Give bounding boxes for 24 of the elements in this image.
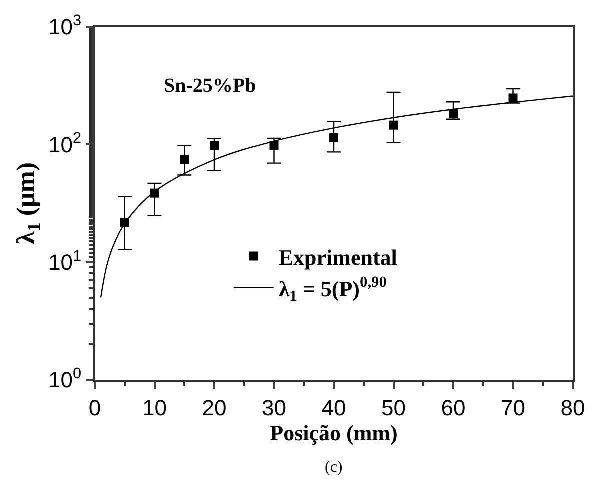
point <box>389 120 398 130</box>
x-tick-label: 80 <box>560 395 586 420</box>
y-tick-label: 10$^{2}$ <box>48 130 82 158</box>
point <box>449 110 458 119</box>
point <box>180 155 190 164</box>
x-tick-label: 10 <box>142 395 167 420</box>
y-tick-label: 10$^{3}$ <box>48 12 82 40</box>
x-tick-label: 60 <box>441 395 466 420</box>
y-tick-label: 10$^{1}$ <box>48 248 82 276</box>
y-tick-label: 10$^{0}$ <box>48 365 82 393</box>
legend-label: λ$_{1}$ = 5(P)$^{0,90}$ <box>278 274 388 305</box>
point <box>270 141 279 150</box>
text: (c) <box>325 459 343 476</box>
x-tick-label: 40 <box>322 395 346 420</box>
legend-label: Exprimental <box>278 244 398 270</box>
point <box>330 133 338 142</box>
point <box>210 141 219 150</box>
x-axis-title: Posição (mm) <box>270 420 398 446</box>
x-tick-label: 70 <box>501 395 526 420</box>
x-tick-label: 30 <box>262 395 286 420</box>
x-tick-label: 50 <box>382 395 406 420</box>
x-tick-label: 0 <box>88 395 102 420</box>
annotation: Sn-25%Pb <box>164 75 256 97</box>
x-tick-label: 20 <box>202 395 227 420</box>
